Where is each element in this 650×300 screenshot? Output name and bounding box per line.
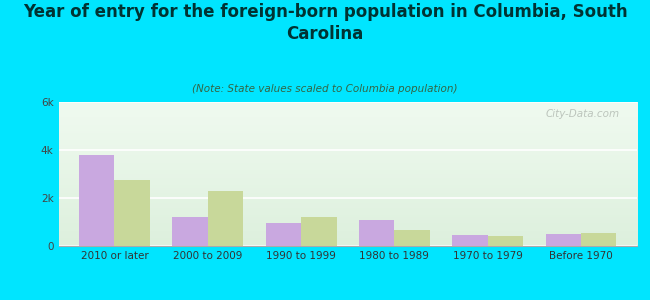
Text: (Note: State values scaled to Columbia population): (Note: State values scaled to Columbia p… (192, 84, 458, 94)
Bar (581, 233, 616, 246)
Bar (488, 236, 523, 246)
Bar (114, 180, 150, 246)
Text: City-Data.com: City-Data.com (545, 109, 619, 119)
Legend: Columbia, South Carolina: Columbia, South Carolina (240, 298, 456, 300)
Bar (208, 191, 243, 246)
Bar (301, 217, 337, 246)
Text: Year of entry for the foreign-born population in Columbia, South
Carolina: Year of entry for the foreign-born popul… (23, 3, 627, 43)
Bar (79, 155, 114, 246)
Bar (452, 235, 488, 246)
Bar (266, 223, 301, 246)
Bar (359, 220, 395, 246)
Bar (545, 234, 581, 246)
Bar (395, 230, 430, 246)
Bar (172, 217, 208, 246)
